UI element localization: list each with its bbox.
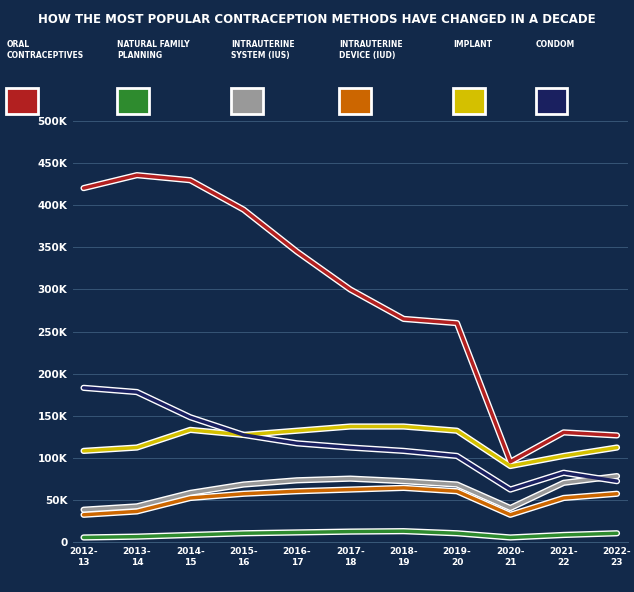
Text: NATURAL FAMILY
PLANNING: NATURAL FAMILY PLANNING [117,40,190,60]
Text: IMPLANT: IMPLANT [453,40,493,49]
Bar [453,88,485,114]
Text: ORAL
CONTRACEPTIVES: ORAL CONTRACEPTIVES [6,40,84,60]
Bar [536,88,567,114]
Text: HOW THE MOST POPULAR CONTRACEPTION METHODS HAVE CHANGED IN A DECADE: HOW THE MOST POPULAR CONTRACEPTION METHO… [38,13,596,25]
Bar [6,88,38,114]
Bar [231,88,263,114]
Text: CONDOM: CONDOM [536,40,575,49]
Text: INTRAUTERINE
DEVICE (IUD): INTRAUTERINE DEVICE (IUD) [339,40,403,60]
Text: INTRAUTERINE
SYSTEM (IUS): INTRAUTERINE SYSTEM (IUS) [231,40,295,60]
Bar [339,88,371,114]
Bar [117,88,149,114]
